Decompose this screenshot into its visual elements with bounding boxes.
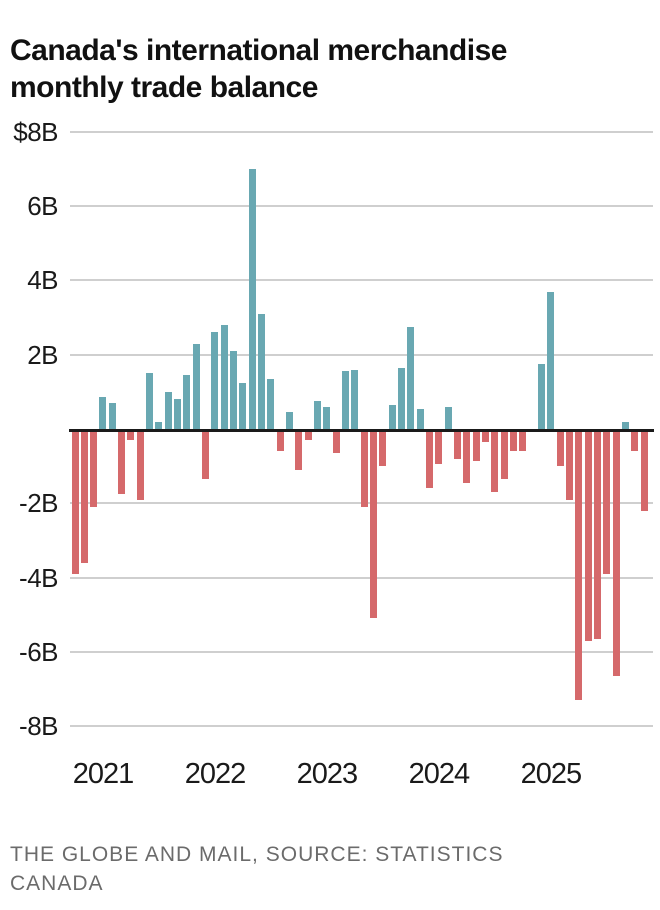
y-tick-label-4B: 4B xyxy=(27,265,58,296)
bar-2025-09 xyxy=(622,421,630,429)
bar-2024-02 xyxy=(444,406,452,429)
bar-2023-05 xyxy=(360,429,368,507)
gridline-6B xyxy=(70,205,653,208)
x-tick-label-2024: 2024 xyxy=(408,758,471,790)
bar-2022-03 xyxy=(230,350,238,429)
bar-2023-06 xyxy=(370,429,378,619)
bar-2022-05 xyxy=(248,168,256,429)
bar-2025-11 xyxy=(640,429,648,511)
y-tick-label-2B: 2B xyxy=(27,339,58,370)
y-tick-label--8B: -8B xyxy=(19,711,58,742)
bar-2024-12 xyxy=(538,363,546,429)
bar-2021-06 xyxy=(146,373,154,429)
x-tick-label-2021: 2021 xyxy=(72,758,135,790)
bar-2021-11 xyxy=(192,343,200,429)
chart-title: Canada's international merchandise month… xyxy=(10,32,630,106)
y-tick-label-6B: 6B xyxy=(27,191,58,222)
gridline--4B xyxy=(70,576,653,579)
gridline--8B xyxy=(70,725,653,728)
bar-2025-04 xyxy=(575,429,583,701)
bar-2023-12 xyxy=(426,429,434,489)
bar-2022-11 xyxy=(304,429,312,441)
bar-2024-01 xyxy=(435,429,443,465)
bar-2021-08 xyxy=(164,391,172,429)
source-credit-line2: CANADA xyxy=(10,872,104,895)
x-tick-label-2023: 2023 xyxy=(296,758,359,790)
bar-2021-12 xyxy=(202,429,210,480)
bar-2022-04 xyxy=(239,382,247,429)
bar-2021-03 xyxy=(118,429,126,494)
bar-2024-08 xyxy=(500,429,508,480)
bar-2024-07 xyxy=(491,429,499,493)
gridline-2B xyxy=(70,353,653,356)
bar-2022-08 xyxy=(276,429,284,452)
y-tick-label--6B: -6B xyxy=(19,636,58,667)
bar-2023-02 xyxy=(332,429,340,454)
bar-2020-10 xyxy=(71,429,79,574)
source-credit: THE GLOBE AND MAIL, SOURCE: STATISTICS C… xyxy=(10,840,630,898)
gridline-$8B xyxy=(70,130,653,133)
bar-2023-03 xyxy=(342,371,350,429)
bar-2021-10 xyxy=(183,375,191,429)
bar-2025-06 xyxy=(594,429,602,639)
chart-title-line2: monthly trade balance xyxy=(10,71,318,105)
bar-2021-07 xyxy=(155,421,163,429)
bar-2024-06 xyxy=(482,429,490,442)
bar-2020-12 xyxy=(90,429,98,507)
bar-2024-03 xyxy=(454,429,462,459)
bar-2024-05 xyxy=(472,429,480,461)
bar-2023-07 xyxy=(379,429,387,467)
bar-2023-08 xyxy=(388,404,396,429)
bar-2023-01 xyxy=(323,406,331,429)
bar-2022-02 xyxy=(220,324,228,429)
y-tick-label--4B: -4B xyxy=(19,562,58,593)
bar-2023-11 xyxy=(416,408,424,429)
y-tick-label--2B: -2B xyxy=(19,488,58,519)
gridline--6B xyxy=(70,650,653,653)
source-credit-line1: THE GLOBE AND MAIL, SOURCE: STATISTICS xyxy=(10,843,504,866)
bar-2021-04 xyxy=(127,429,135,441)
x-tick-label-2022: 2022 xyxy=(184,758,247,790)
bar-2021-02 xyxy=(108,402,116,429)
bar-2023-10 xyxy=(407,326,415,429)
bar-2025-05 xyxy=(584,429,592,641)
bar-2025-03 xyxy=(566,429,574,500)
chart-title-line1: Canada's international merchandise xyxy=(10,34,507,68)
bar-2022-09 xyxy=(286,412,294,429)
bar-2021-09 xyxy=(174,399,182,429)
bar-2025-02 xyxy=(556,429,564,467)
bar-2024-10 xyxy=(519,429,527,452)
bar-2020-11 xyxy=(80,429,88,563)
bar-2022-07 xyxy=(267,378,275,429)
bar-2023-09 xyxy=(398,367,406,429)
y-tick-label-$8B: $8B xyxy=(13,116,58,147)
bar-2021-01 xyxy=(99,397,107,429)
bar-2021-05 xyxy=(136,429,144,500)
bar-2024-04 xyxy=(463,429,471,483)
bar-2025-07 xyxy=(603,429,611,574)
bar-2022-01 xyxy=(211,332,219,429)
gridline-4B xyxy=(70,279,653,282)
zero-axis-line xyxy=(69,429,654,432)
bar-2025-10 xyxy=(631,429,639,452)
bar-2022-10 xyxy=(295,429,303,470)
bar-2025-01 xyxy=(547,291,555,429)
x-tick-label-2025: 2025 xyxy=(520,758,583,790)
bar-2022-12 xyxy=(314,401,322,429)
bar-2025-08 xyxy=(612,429,620,677)
bar-2023-04 xyxy=(351,369,359,429)
bar-2024-09 xyxy=(510,429,518,452)
bar-2022-06 xyxy=(258,313,266,429)
